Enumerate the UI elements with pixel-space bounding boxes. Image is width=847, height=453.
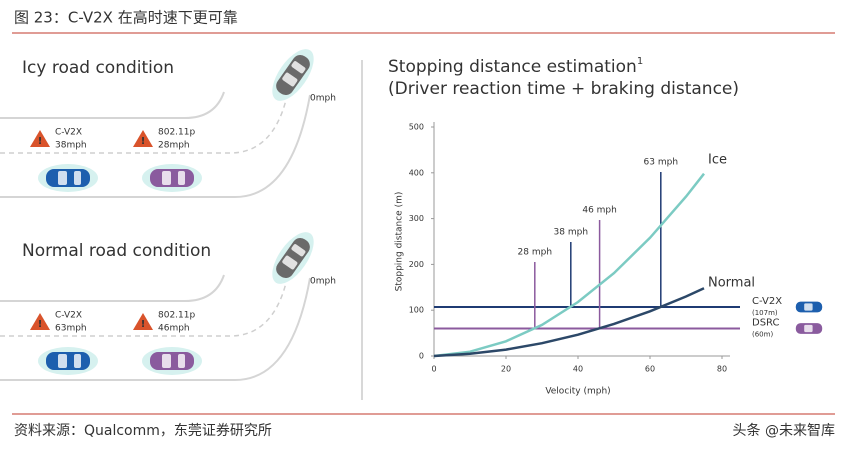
- reference-note: (107m): [752, 309, 778, 317]
- car-window: [74, 171, 81, 185]
- warning-system: 802.11p: [158, 311, 195, 321]
- marker-label: 38 mph: [554, 228, 589, 238]
- car-icon: [272, 49, 314, 101]
- car-icon: [272, 232, 314, 284]
- stopped-speed: 0mph: [310, 94, 336, 104]
- marker-label: 46 mph: [582, 206, 617, 216]
- road-edge: [0, 277, 311, 381]
- car-window: [162, 354, 171, 368]
- car-icon: [795, 301, 823, 313]
- car-icon: [38, 347, 98, 375]
- reference-name: C-V2X: [752, 296, 782, 307]
- car-window: [178, 171, 185, 185]
- y-tick-label: 200: [409, 260, 424, 269]
- warning-icon: [30, 130, 50, 147]
- chart-title-text: Stopping distance estimation: [388, 57, 637, 77]
- warning-system: 802.11p: [158, 128, 195, 138]
- warning-speed: 46mph: [158, 324, 190, 334]
- chart-title: Stopping distance estimation1: [388, 56, 643, 77]
- reference-note: (60m): [752, 331, 773, 339]
- car-body: [46, 169, 90, 187]
- car-body: [150, 352, 194, 370]
- warning-icon: [133, 313, 153, 330]
- x-axis-label: Velocity (mph): [545, 387, 610, 397]
- reference-name: DSRC: [752, 318, 779, 329]
- marker-label: 63 mph: [644, 158, 679, 168]
- y-tick-label: 100: [409, 306, 424, 315]
- car-icon: [142, 347, 202, 375]
- warning-mark: !: [38, 319, 43, 330]
- section-title: Icy road condition: [22, 58, 174, 78]
- car-icon: [142, 164, 202, 192]
- warning-icon: [133, 130, 153, 147]
- series-line: [433, 172, 705, 358]
- y-tick-label: 300: [409, 214, 424, 223]
- marker-label: 28 mph: [518, 248, 553, 258]
- warning-icon: [30, 313, 50, 330]
- y-axis-label: Stopping distance (m): [395, 192, 405, 292]
- series-line: [433, 287, 705, 358]
- road-edge: [0, 274, 225, 302]
- series-label: Normal: [708, 276, 755, 291]
- road-lane: [0, 282, 287, 337]
- x-tick-label: 80: [717, 365, 727, 374]
- car-window: [58, 171, 67, 185]
- x-tick-label: 60: [645, 365, 655, 374]
- y-tick-label: 500: [409, 123, 424, 132]
- header-title: 图 23：C-V2X 在高时速下更可靠: [14, 9, 238, 27]
- chart-title-superscript: 1: [637, 56, 643, 67]
- y-tick-label: 400: [409, 168, 424, 177]
- watermark: 头条 @未来智库: [733, 422, 835, 439]
- car-body: [276, 237, 310, 279]
- car-body: [150, 169, 194, 187]
- chart-subtitle: (Driver reaction time + braking distance…: [388, 79, 739, 99]
- section-title: Normal road condition: [22, 241, 211, 261]
- warning-mark: !: [38, 136, 43, 147]
- car-body: [46, 352, 90, 370]
- car-window: [282, 72, 298, 87]
- car-window: [282, 255, 298, 270]
- road-edge: [0, 91, 225, 119]
- car-window: [74, 354, 81, 368]
- series-label: Ice: [708, 153, 727, 168]
- car-window: [58, 354, 67, 368]
- warning-system: C-V2X: [55, 311, 82, 321]
- car-window: [804, 303, 813, 311]
- road-edge: [0, 94, 311, 198]
- warning-system: C-V2X: [55, 128, 82, 138]
- car-window: [178, 354, 185, 368]
- road-lane: [0, 99, 287, 154]
- car-window: [804, 324, 813, 333]
- y-tick-label: 0: [419, 352, 424, 361]
- warning-speed: 38mph: [55, 141, 87, 151]
- stopped-speed: 0mph: [310, 277, 336, 287]
- warning-speed: 28mph: [158, 141, 190, 151]
- x-tick-label: 0: [431, 365, 436, 374]
- car-window: [291, 244, 306, 257]
- car-icon: [38, 164, 98, 192]
- car-icon: [795, 323, 823, 334]
- footer-source: 资料来源：Qualcomm，东莞证券研究所: [14, 423, 272, 439]
- warning-speed: 63mph: [55, 324, 87, 334]
- car-body: [276, 54, 310, 96]
- x-tick-label: 20: [501, 365, 511, 374]
- car-window: [162, 171, 171, 185]
- warning-mark: !: [141, 319, 146, 330]
- warning-mark: !: [141, 136, 146, 147]
- x-tick-label: 40: [573, 365, 583, 374]
- car-window: [291, 61, 306, 74]
